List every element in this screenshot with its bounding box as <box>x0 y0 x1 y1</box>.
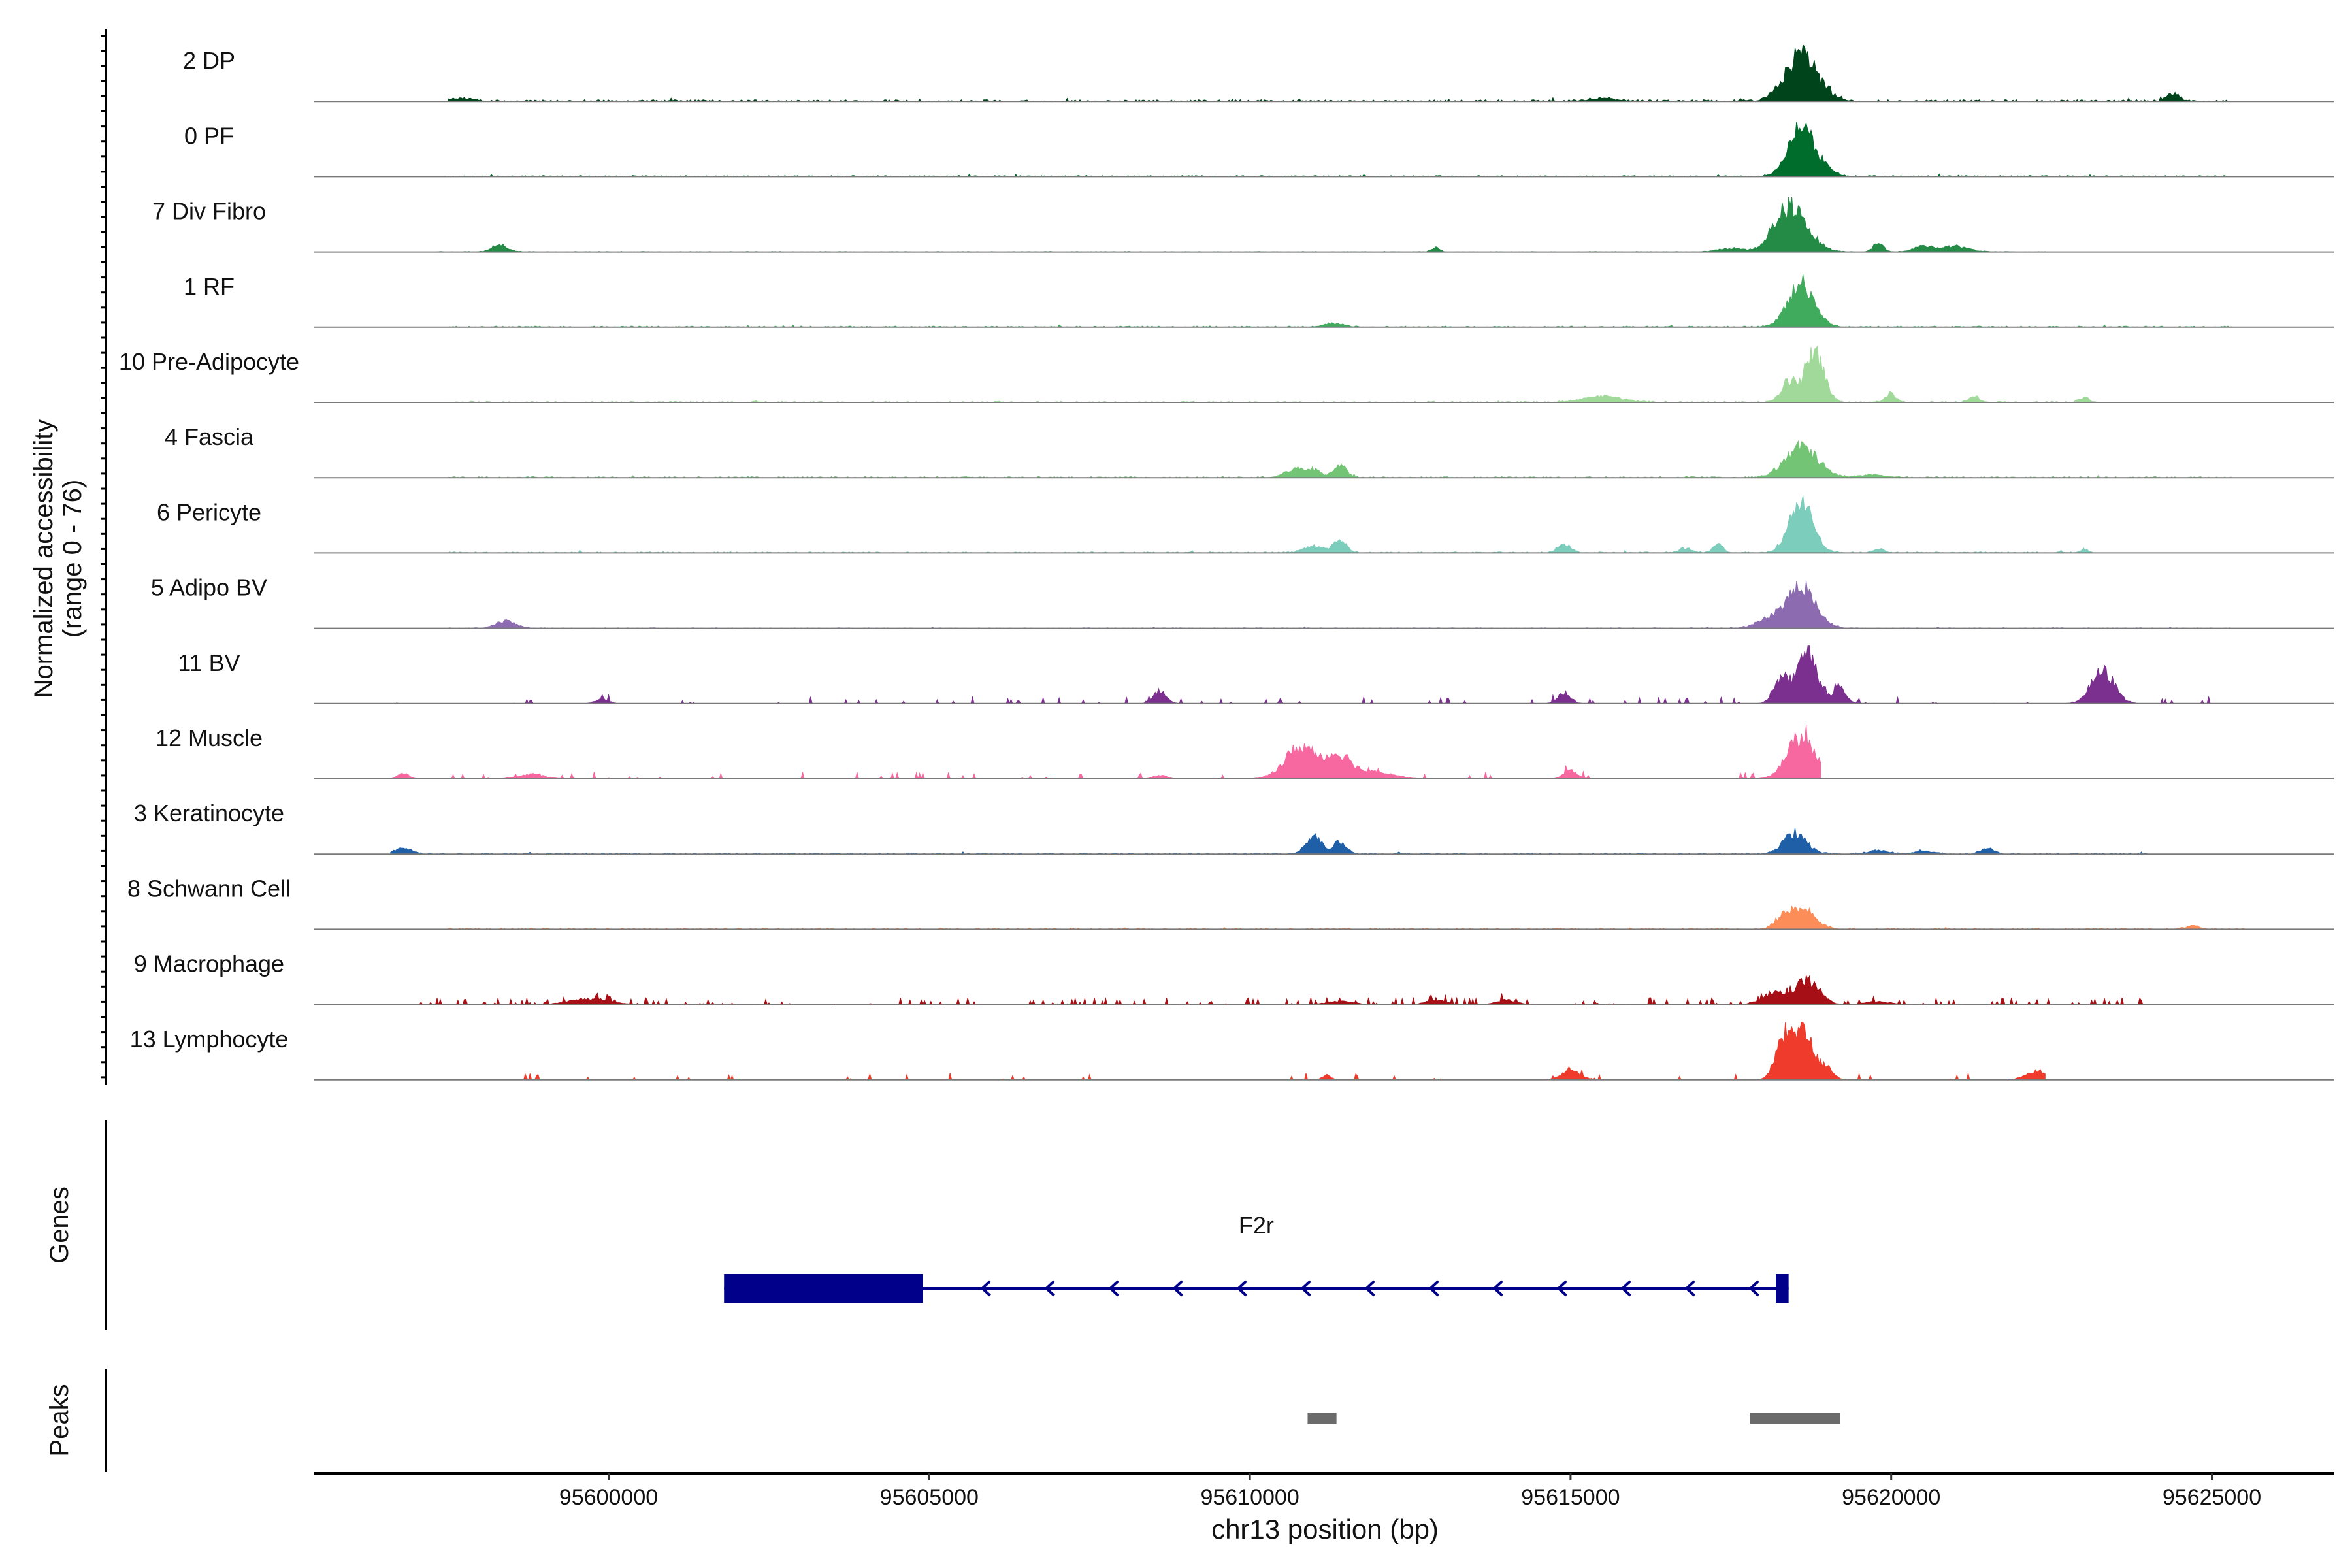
track-label: 13 Lymphocyte <box>130 1026 289 1053</box>
gene-exon <box>1776 1274 1789 1303</box>
gene-exon <box>724 1274 923 1303</box>
track-2-dp: 2 DP <box>183 44 2334 103</box>
track-11-bv: 11 BV <box>178 645 2334 705</box>
gene-strand-arrow <box>1364 1280 1375 1297</box>
track-coverage-area <box>448 345 2097 403</box>
track-9-macrophage: 9 Macrophage <box>134 951 2334 1006</box>
gene-model: F2r <box>724 1212 1789 1303</box>
x-axis-ticks: 95600000 95605000 95610000 95615000 95620000… <box>559 1473 2261 1510</box>
genes-panel-label: Genes <box>45 1186 74 1264</box>
y-axis-label: Normalized accessibility <box>29 419 58 698</box>
peak-region <box>1307 1413 1337 1424</box>
track-coverage-area <box>416 974 2148 1006</box>
track-label: 0 PF <box>184 122 234 149</box>
track-12-muscle: 12 Muscle <box>155 725 2334 780</box>
track-label: 8 Schwann Cell <box>127 875 291 902</box>
track-coverage-area <box>448 440 2232 478</box>
track-label: 2 DP <box>183 47 235 74</box>
track-coverage-area <box>448 581 2232 629</box>
gene-strand-arrow <box>1044 1280 1055 1297</box>
gene-strand-arrow <box>1236 1280 1247 1297</box>
track-7-div-fibro: 7 Div Fibro <box>152 197 2334 253</box>
peak-region <box>1750 1413 1840 1424</box>
gene-strand-arrow <box>1172 1280 1183 1297</box>
coverage-y-ticks <box>101 35 106 1079</box>
peak-regions <box>1307 1413 1840 1424</box>
x-tick-label: 95625000 <box>2163 1485 2261 1510</box>
track-4-fascia: 4 Fascia <box>165 423 2334 479</box>
gene-strand-arrow <box>1620 1280 1631 1297</box>
track-0-pf: 0 PF <box>184 121 2334 178</box>
track-label: 1 RF <box>184 273 235 300</box>
x-tick-label: 95620000 <box>1842 1485 1940 1510</box>
track-coverage-area <box>390 725 1821 780</box>
track-label: 10 Pre-Adipocyte <box>119 348 299 375</box>
track-label: 6 Pericyte <box>157 498 261 525</box>
x-axis-label: chr13 position (bp) <box>1211 1514 1439 1544</box>
track-label: 11 BV <box>178 649 240 676</box>
peaks-panel-label: Peaks <box>45 1384 74 1456</box>
track-coverage-area <box>448 905 2245 930</box>
gene-strand-arrow <box>1684 1280 1695 1297</box>
gene-strand-arrow <box>980 1280 991 1297</box>
track-coverage-area <box>448 121 2231 178</box>
track-label: 12 Muscle <box>155 725 263 751</box>
track-8-schwann-cell: 8 Schwann Cell <box>127 875 2334 930</box>
track-coverage-area <box>447 495 2097 554</box>
track-13-lymphocyte: 13 Lymphocyte <box>130 1022 2334 1081</box>
track-coverage-area <box>448 44 2231 103</box>
track-1-rf: 1 RF <box>184 273 2334 328</box>
gene-strand-arrow <box>1108 1280 1119 1297</box>
track-10-pre-adipocyte: 10 Pre-Adipocyte <box>119 345 2334 403</box>
x-tick-label: 95610000 <box>1200 1485 1299 1510</box>
track-label: 7 Div Fibro <box>152 198 266 225</box>
gene-strand-arrow <box>1556 1280 1567 1297</box>
coverage-tracks: 2 DP 0 PF 7 Div Fibro 1 RF 10 Pre-Adipocyte 4… <box>119 44 2334 1081</box>
gene-strand-arrow <box>1492 1280 1503 1297</box>
gene-strand-arrow <box>1428 1280 1439 1297</box>
track-label: 4 Fascia <box>165 423 254 450</box>
track-coverage-area <box>435 197 2046 253</box>
track-5-adipo-bv: 5 Adipo BV <box>151 574 2334 629</box>
x-tick-label: 95605000 <box>880 1485 979 1510</box>
track-coverage-area <box>390 828 2148 855</box>
x-tick-label: 95615000 <box>1521 1485 1620 1510</box>
track-3-keratinocyte: 3 Keratinocyte <box>134 800 2334 855</box>
y-axis-range-label: (range 0 - 76) <box>58 480 87 638</box>
track-label: 9 Macrophage <box>134 951 284 977</box>
track-label: 5 Adipo BV <box>151 574 267 601</box>
gene-name-label: F2r <box>1239 1212 1274 1239</box>
track-coverage-area <box>416 1022 2046 1081</box>
track-coverage-area <box>448 274 2232 328</box>
gene-strand-arrow <box>1300 1280 1311 1297</box>
track-6-pericyte: 6 Pericyte <box>157 495 2334 554</box>
track-label: 3 Keratinocyte <box>134 800 284 826</box>
gene-strand-arrow <box>1748 1280 1759 1297</box>
x-tick-label: 95600000 <box>559 1485 658 1510</box>
track-coverage-area <box>390 645 2212 705</box>
